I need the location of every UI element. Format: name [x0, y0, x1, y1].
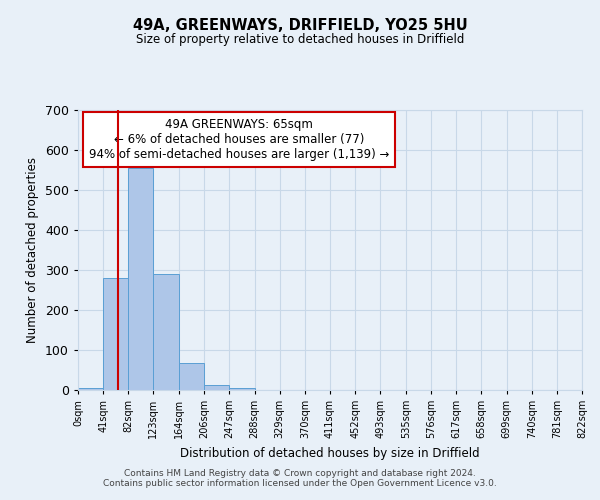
Bar	[154, 274, 179, 390]
Bar	[103, 278, 128, 390]
Bar	[229, 388, 254, 390]
Text: Size of property relative to detached houses in Driffield: Size of property relative to detached ho…	[136, 32, 464, 46]
Bar	[179, 363, 205, 390]
Bar	[128, 168, 154, 390]
Text: 49A, GREENWAYS, DRIFFIELD, YO25 5HU: 49A, GREENWAYS, DRIFFIELD, YO25 5HU	[133, 18, 467, 32]
X-axis label: Distribution of detached houses by size in Driffield: Distribution of detached houses by size …	[180, 446, 480, 460]
Bar	[78, 388, 103, 390]
Text: 49A GREENWAYS: 65sqm
← 6% of detached houses are smaller (77)
94% of semi-detach: 49A GREENWAYS: 65sqm ← 6% of detached ho…	[89, 118, 389, 162]
Bar	[205, 385, 229, 390]
Y-axis label: Number of detached properties: Number of detached properties	[26, 157, 40, 343]
Text: Contains HM Land Registry data © Crown copyright and database right 2024.: Contains HM Land Registry data © Crown c…	[124, 468, 476, 477]
Text: Contains public sector information licensed under the Open Government Licence v3: Contains public sector information licen…	[103, 478, 497, 488]
